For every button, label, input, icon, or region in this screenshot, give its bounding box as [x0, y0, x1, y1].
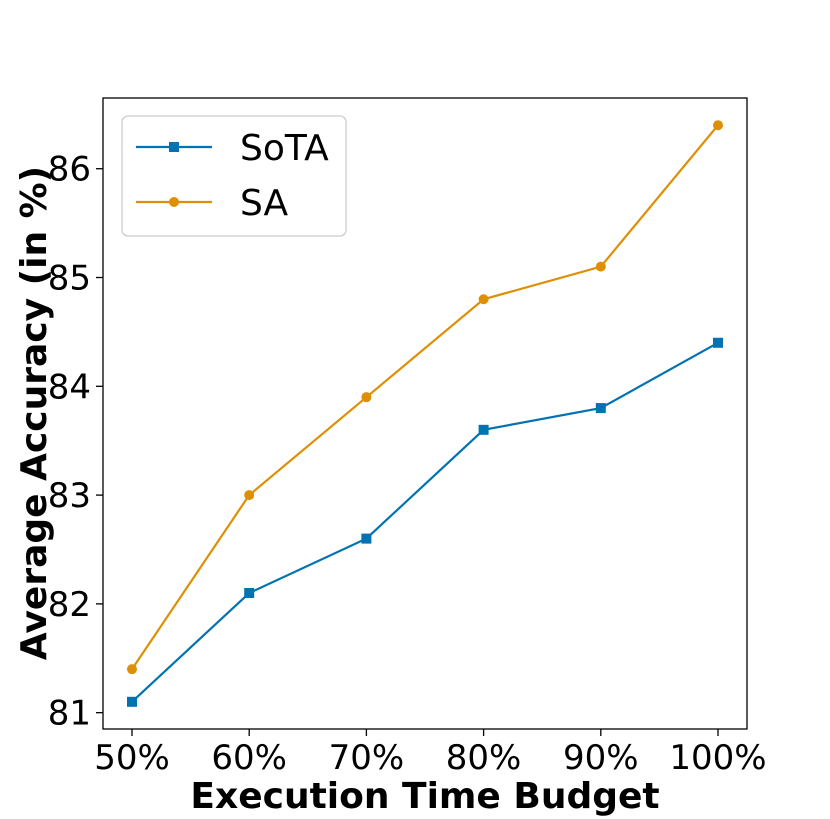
x-tick-label: 80%: [446, 738, 522, 778]
x-tick-label: 50%: [94, 738, 170, 778]
data-point-sota: [595, 403, 606, 414]
y-tick-label: 82: [48, 585, 91, 625]
series-line-sota: [131, 341, 719, 703]
x-axis-title: Execution Time Budget: [190, 776, 659, 817]
y-axis: 81 82 83 84 85 86: [48, 150, 103, 734]
data-point-sa: [713, 120, 723, 131]
legend-label-sota: SoTA: [240, 128, 329, 169]
legend-marker-sa: [169, 197, 179, 207]
series-line-sa: [131, 124, 719, 670]
y-tick-label: 81: [48, 694, 91, 734]
data-point-sa: [478, 294, 489, 305]
legend: SoTA SA: [121, 115, 347, 237]
data-point-sa: [361, 392, 372, 403]
x-tick-label: 100%: [669, 738, 766, 778]
data-point-sa: [127, 664, 137, 675]
data-point-sa: [244, 490, 255, 501]
y-tick-label: 85: [48, 259, 91, 299]
data-point-sota: [713, 337, 723, 348]
y-axis-title: Average Accuracy (in %): [14, 166, 55, 660]
data-point-sa: [595, 261, 606, 272]
data-point-sota: [361, 533, 372, 544]
plot-frame: [102, 97, 748, 730]
legend-label-sa: SA: [240, 183, 289, 224]
data-point-sota: [127, 696, 137, 707]
x-tick-label: 90%: [563, 738, 639, 778]
x-tick-label: 60%: [211, 738, 287, 778]
x-axis: 50% 60% 70% 80% 90% 100%: [94, 729, 767, 778]
data-point-sota: [478, 424, 489, 435]
y-tick-label: 83: [48, 476, 91, 516]
y-tick-label: 86: [48, 150, 91, 190]
series-layer: [127, 120, 723, 707]
y-tick-label: 84: [48, 367, 91, 407]
data-point-sota: [244, 588, 255, 599]
x-tick-label: 70%: [329, 738, 405, 778]
legend-marker-sota: [169, 142, 179, 152]
